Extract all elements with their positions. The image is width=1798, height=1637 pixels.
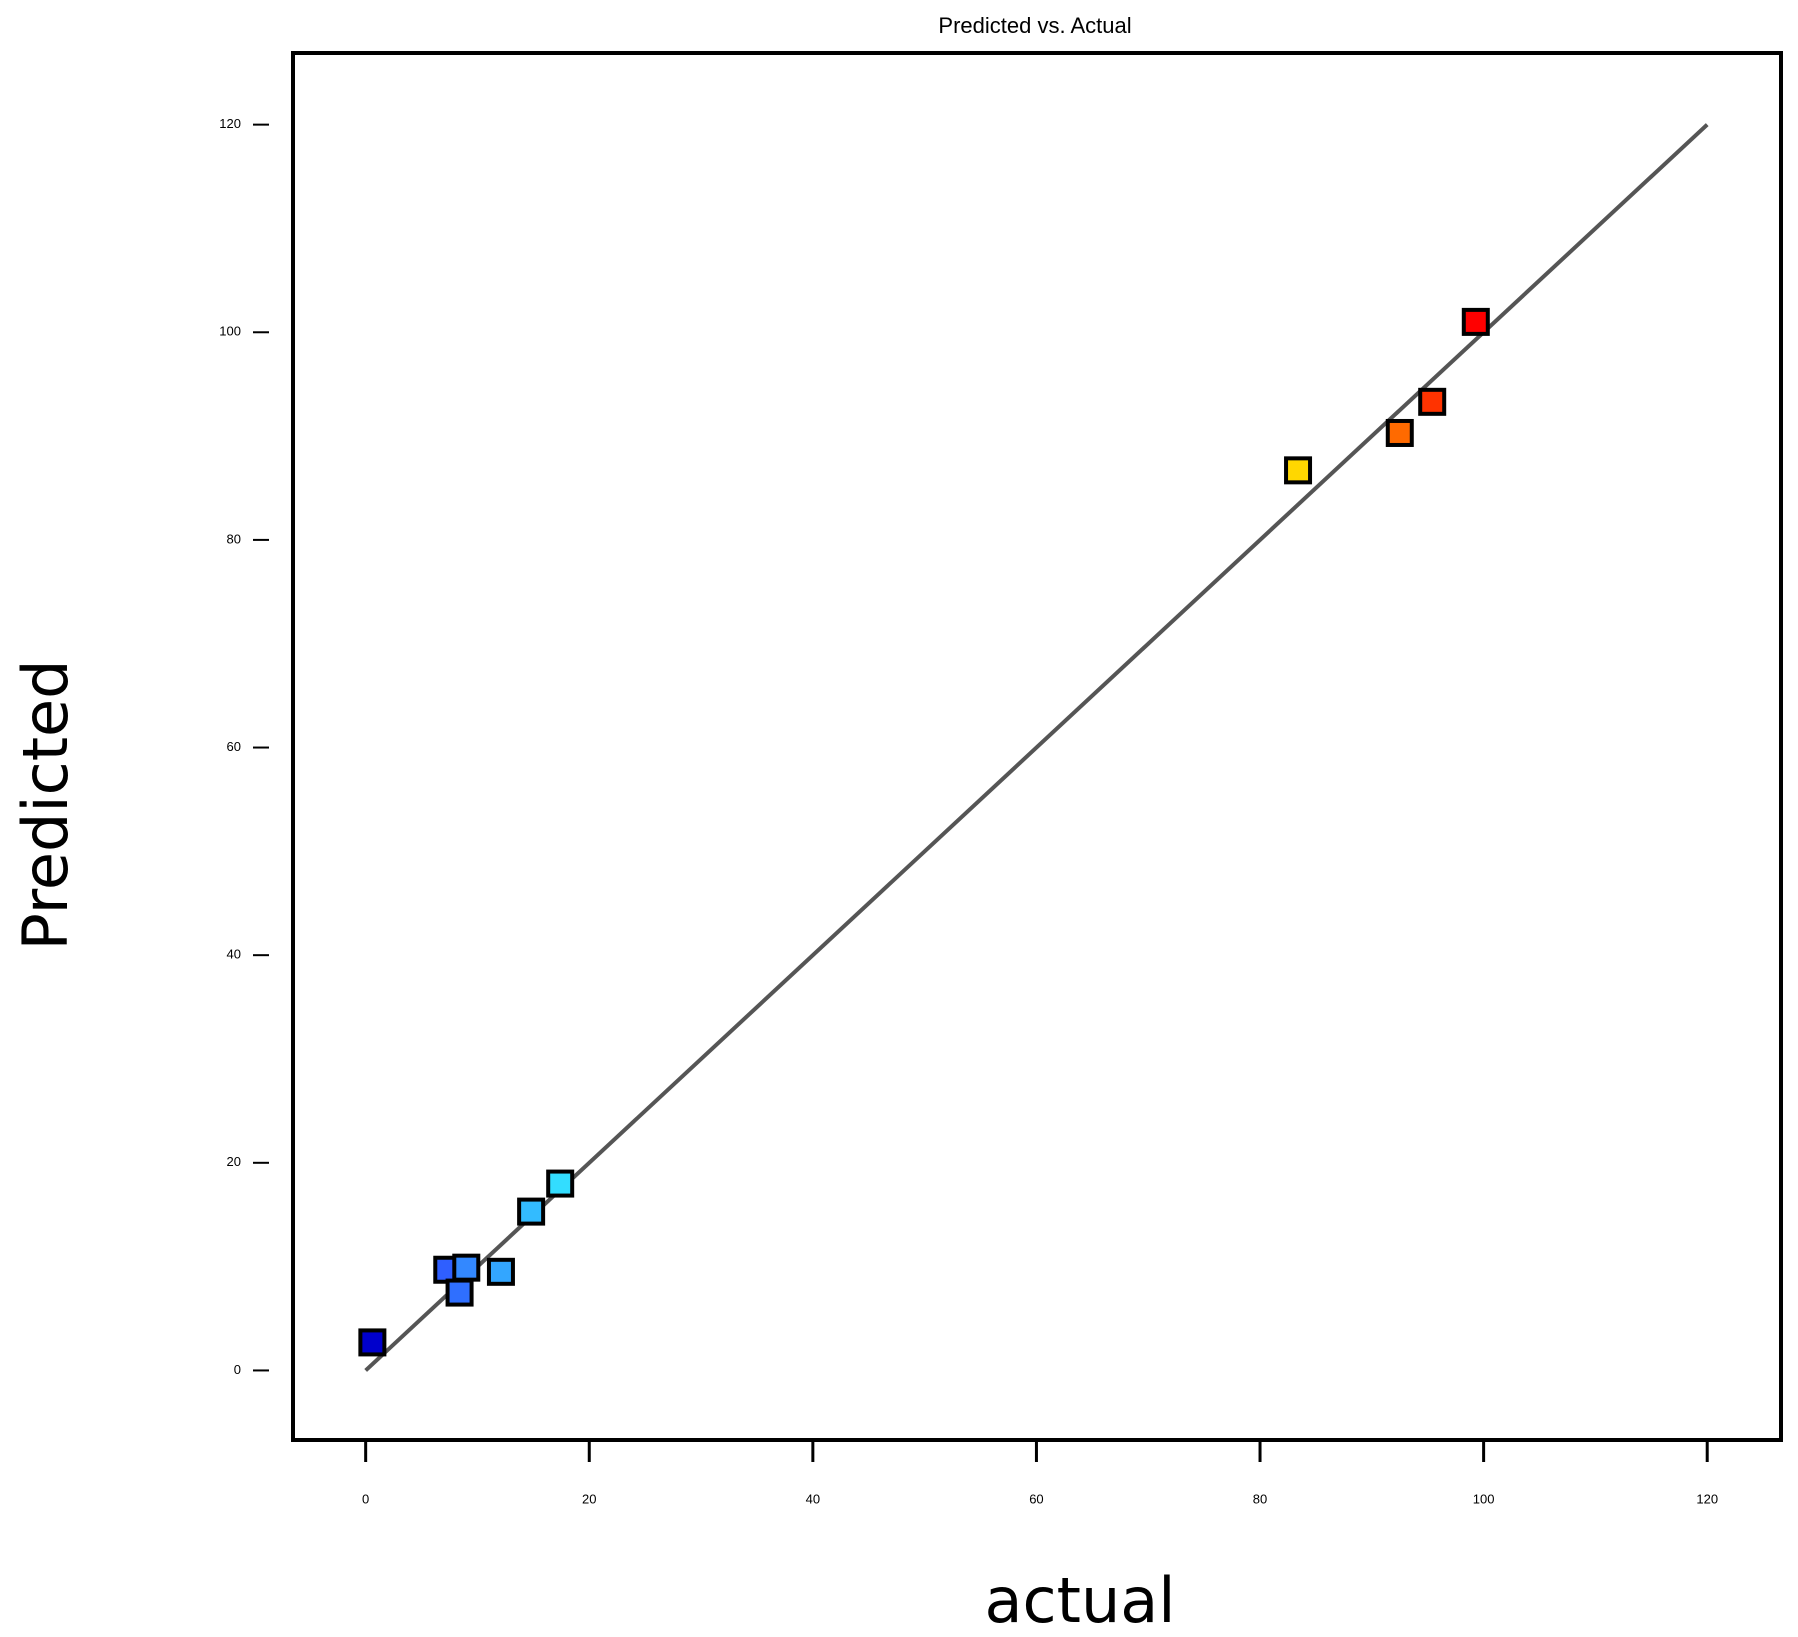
point <box>358 1328 387 1357</box>
x-axis-label: actual <box>985 1564 1176 1637</box>
x-tick-label: 100 <box>1473 1491 1495 1506</box>
y-tick-label: 120 <box>219 116 241 131</box>
x-tick-label: 80 <box>1253 1491 1267 1506</box>
point <box>546 1169 575 1198</box>
x-tick-label: 120 <box>1696 1491 1718 1506</box>
y-tick-label: 60 <box>227 739 241 754</box>
y-tick-label: 100 <box>219 324 241 339</box>
y-tick-label: 80 <box>227 531 241 546</box>
chart-title: Predicted vs. Actual <box>938 13 1131 38</box>
point <box>1461 307 1490 336</box>
x-tick-label: 20 <box>582 1491 596 1506</box>
point <box>445 1278 474 1307</box>
x-tick-label: 0 <box>362 1491 369 1506</box>
y-tick-label: 40 <box>227 947 241 962</box>
x-tick-label: 40 <box>806 1491 820 1506</box>
y-axis-label: Predicted <box>9 659 82 950</box>
y-tick-label: 20 <box>227 1154 241 1169</box>
point <box>486 1257 515 1286</box>
y-tick-label: 0 <box>234 1362 241 1377</box>
point <box>1385 418 1414 447</box>
point <box>1284 456 1313 485</box>
point <box>517 1197 546 1226</box>
x-tick-label: 60 <box>1029 1491 1043 1506</box>
point <box>1418 387 1447 416</box>
point <box>452 1253 481 1282</box>
